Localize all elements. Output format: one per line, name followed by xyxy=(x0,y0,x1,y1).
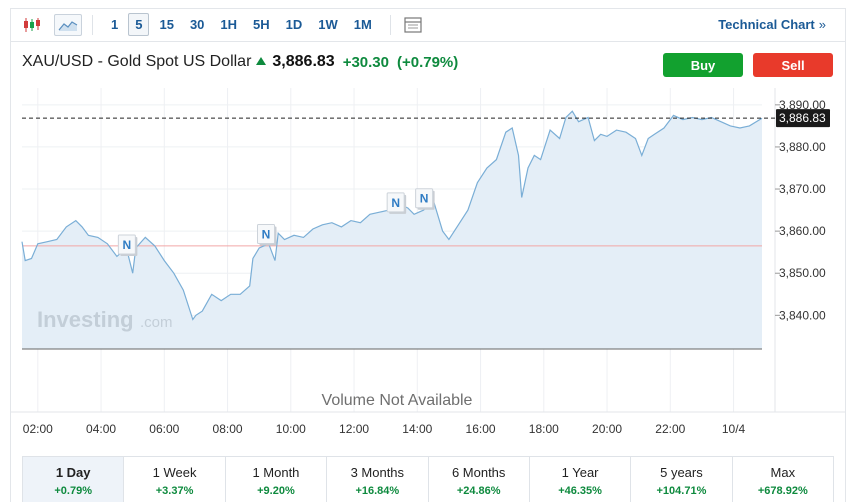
price-area-fill xyxy=(22,111,762,349)
technical-chart-link[interactable]: Technical Chart» xyxy=(718,17,826,32)
interval-1w[interactable]: 1W xyxy=(318,17,338,32)
period-1-year[interactable]: 1 Year +46.35% xyxy=(530,457,632,502)
interval-5h[interactable]: 5H xyxy=(253,17,270,32)
toolbar-divider xyxy=(389,14,391,35)
period-3-months[interactable]: 3 Months +16.84% xyxy=(327,457,429,502)
x-tick-label: 12:00 xyxy=(339,422,369,436)
period-value: +9.20% xyxy=(257,485,295,497)
period-1-day[interactable]: 1 Day +0.79% xyxy=(23,457,125,502)
news-marker[interactable]: N xyxy=(415,188,435,210)
interval-30[interactable]: 30 xyxy=(189,17,205,32)
x-tick-label: 06:00 xyxy=(149,422,179,436)
sell-button[interactable]: Sell xyxy=(753,53,833,77)
y-tick-label: 3,890.00 xyxy=(779,98,826,112)
investing-watermark: Investing .com xyxy=(37,307,173,332)
period-max[interactable]: Max +678.92% xyxy=(733,457,833,502)
chart-widget xyxy=(10,8,846,502)
x-tick-label: 16:00 xyxy=(466,422,496,436)
calendar-grid-icon[interactable] xyxy=(401,14,425,36)
double-chevron-right-icon: » xyxy=(818,17,826,32)
period-label: 1 Day xyxy=(55,465,91,480)
period-value: +16.84% xyxy=(355,485,400,497)
performance-tabs: 1 Day +0.79% 1 Week +3.37% 1 Month +9.20% 3… xyxy=(22,456,834,502)
period-label: 5 years xyxy=(660,465,703,480)
news-marker[interactable]: N xyxy=(117,234,138,257)
interval-15[interactable]: 15 xyxy=(159,17,174,32)
interval-1m[interactable]: 1M xyxy=(353,17,372,32)
candlestick-icon[interactable] xyxy=(20,14,44,36)
x-tick-label: 18:00 xyxy=(529,422,559,436)
instrument-name: XAU/USD - Gold Spot US Dollar xyxy=(22,53,252,70)
interval-1d[interactable]: 1D xyxy=(285,17,303,32)
x-tick-label: 20:00 xyxy=(592,422,622,436)
current-price-tag-box xyxy=(776,109,830,128)
news-marker[interactable]: N xyxy=(257,223,277,246)
news-marker-label: N xyxy=(123,238,132,252)
period-label: 6 Months xyxy=(451,465,506,480)
period-6-months[interactable]: 6 Months +24.86% xyxy=(429,457,530,502)
price-change-percent: (+0.79%) xyxy=(396,53,459,71)
interval-1h[interactable]: 1H xyxy=(220,17,238,32)
x-tick-label: 10:00 xyxy=(276,422,306,436)
x-axis: 02:00 04:00 06:00 08:00 10:00 12:00 14:00 16:00… xyxy=(23,422,746,436)
price-chart[interactable]: 3,890.00 3,880.00 3,870.00 3,860.00 3,850.00… xyxy=(0,0,851,456)
period-label: 1 Year xyxy=(561,465,599,480)
x-tick-label: 08:00 xyxy=(213,422,243,436)
y-tick-label: 3,870.00 xyxy=(779,182,826,196)
period-value: +0.79% xyxy=(54,485,92,497)
news-marker-label: N xyxy=(420,192,429,206)
period-label: 1 Month xyxy=(252,465,300,480)
period-1-month[interactable]: 1 Month +9.20% xyxy=(226,457,328,502)
current-price-tag: 3,886.83 xyxy=(776,109,830,128)
last-price: 3,886.83 xyxy=(272,53,335,70)
y-tick-label: 3,880.00 xyxy=(779,140,826,154)
y-tick-label: 3,860.00 xyxy=(779,224,826,238)
chart-toolbar: 1 5 15 30 1H 5H 1D 1W 1M Technical Chart… xyxy=(10,8,846,42)
toolbar-divider xyxy=(92,14,93,35)
period-1-week[interactable]: 1 Week +3.37% xyxy=(124,457,226,502)
interval-1[interactable]: 1 xyxy=(111,17,119,32)
buy-button[interactable]: Buy xyxy=(663,53,743,77)
x-tick-label: 04:00 xyxy=(86,422,116,436)
news-markers: N N N N xyxy=(117,188,435,257)
up-arrow-icon xyxy=(256,57,267,65)
volume-not-available: Volume Not Available xyxy=(322,392,473,409)
area-chart-icon[interactable] xyxy=(54,13,82,36)
interval-5[interactable]: 5 xyxy=(128,13,150,36)
x-tick-label: 10/4 xyxy=(722,422,746,436)
watermark-suffix: .com xyxy=(140,314,173,331)
instrument-header: XAU/USD - Gold Spot US Dollar 3,886.83 +… xyxy=(22,52,466,72)
period-label: 3 Months xyxy=(350,465,405,480)
period-value: +678.92% xyxy=(757,485,808,497)
y-tick-label: 3,850.00 xyxy=(779,266,826,280)
period-value: +3.37% xyxy=(155,485,194,497)
technical-chart-label: Technical Chart xyxy=(718,17,815,32)
period-5-years[interactable]: 5 years +104.71% xyxy=(631,457,733,502)
x-tick-label: 22:00 xyxy=(655,422,685,436)
period-label: Max xyxy=(770,465,796,480)
period-value: +46.35% xyxy=(558,485,602,497)
current-price-tag-label: 3,886.83 xyxy=(779,111,826,125)
price-change: +30.30 xyxy=(342,53,389,71)
interval-group: 1 5 15 30 1H 5H 1D 1W 1M xyxy=(103,13,380,36)
news-marker[interactable]: N xyxy=(386,192,407,214)
news-marker-label: N xyxy=(391,196,400,210)
x-tick-label: 14:00 xyxy=(402,422,432,436)
period-label: 1 Week xyxy=(152,465,197,480)
news-marker-label: N xyxy=(262,227,271,241)
y-axis: 3,890.00 3,880.00 3,870.00 3,860.00 3,850.00… xyxy=(775,98,826,322)
y-tick-label: 3,840.00 xyxy=(779,308,826,322)
watermark-brand: Investing xyxy=(37,307,134,332)
period-value: +104.71% xyxy=(656,485,707,497)
x-tick-label: 02:00 xyxy=(23,422,53,436)
period-value: +24.86% xyxy=(456,485,501,497)
